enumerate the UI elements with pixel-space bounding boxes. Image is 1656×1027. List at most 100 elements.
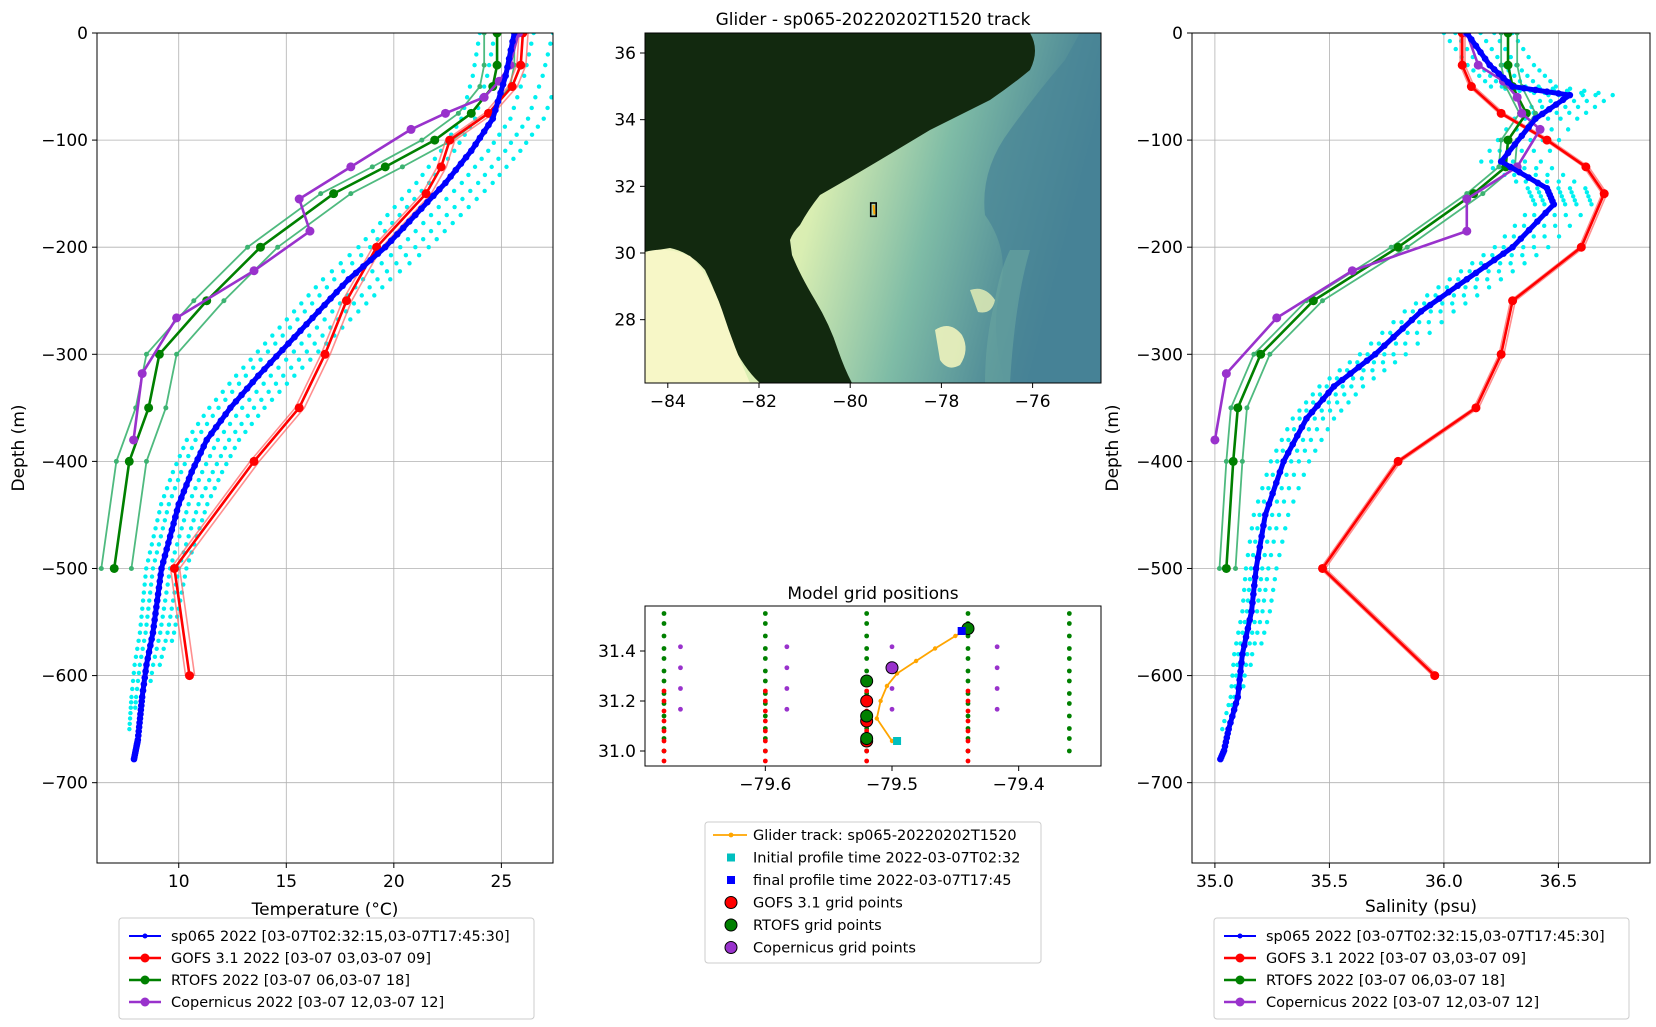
glider-profile-point xyxy=(1376,341,1382,346)
glider-track-point xyxy=(874,716,879,721)
glider-profile-point xyxy=(1301,472,1307,477)
glider-mean-point xyxy=(273,353,280,360)
glider-mean-point xyxy=(166,533,174,540)
glider-profile-point xyxy=(212,485,217,491)
glider-profile-point xyxy=(1261,598,1267,603)
glider-profile-point xyxy=(1559,194,1564,199)
glider-mean-point xyxy=(1520,84,1528,92)
glider-profile-point xyxy=(1475,293,1480,298)
glider-mean-point xyxy=(1289,440,1297,448)
glider-profile-point xyxy=(1274,448,1279,453)
glider-mean-point xyxy=(152,610,159,617)
grid-legend-label: GOFS 3.1 grid points xyxy=(753,896,903,912)
glider-profile-point xyxy=(426,164,431,170)
glider-track-point xyxy=(932,646,938,651)
glider-profile-point xyxy=(145,614,150,619)
gofs-profile-point xyxy=(1542,135,1552,145)
glider-mean-point xyxy=(1390,333,1397,341)
glider-mean-point xyxy=(1500,250,1507,257)
gofs-grid-point xyxy=(661,758,667,764)
glider-mean-point xyxy=(212,423,220,431)
glider-profile-point xyxy=(1264,576,1270,582)
y-tick-label: −700 xyxy=(41,774,88,794)
glider-mean-point xyxy=(424,198,431,206)
glider-profile-point xyxy=(276,365,281,370)
glider-profile-point xyxy=(442,228,447,234)
rtofs-grid-point xyxy=(661,656,667,661)
glider-profile-point xyxy=(457,140,462,145)
glider-profile-point xyxy=(152,558,158,563)
glider-profile-point xyxy=(141,590,147,595)
glider-profile-point xyxy=(157,510,162,515)
glider-mean-point xyxy=(1236,676,1243,684)
glider-profile-point xyxy=(426,244,431,250)
gofs-profile-point xyxy=(1471,403,1481,413)
glider-profile-point xyxy=(1252,641,1257,646)
florida-current-channel xyxy=(985,250,1030,383)
glider-profile-point xyxy=(1542,223,1547,228)
glider-profile-point xyxy=(1264,619,1270,625)
glider-profile-point xyxy=(553,84,557,88)
gofs-grid-point xyxy=(965,688,971,694)
grid-x-tick-label: −79.4 xyxy=(993,775,1045,795)
glider-profile-point xyxy=(1522,212,1528,218)
glider-profile-point xyxy=(322,317,327,322)
rtofs-grid-point xyxy=(864,621,870,626)
glider-mean-point xyxy=(1248,608,1255,615)
glider-profile-point xyxy=(1241,684,1246,689)
glider-profile-point xyxy=(151,534,156,539)
glider-mean-point xyxy=(243,385,251,392)
gofs-grid-point xyxy=(661,688,667,694)
glider-profile-point xyxy=(1521,46,1526,52)
glider-profile-point xyxy=(287,325,293,330)
glider-mean-point xyxy=(165,539,172,547)
glider-profile-point xyxy=(1245,651,1250,657)
glider-mean-point xyxy=(1481,55,1489,63)
glider-profile-point xyxy=(1303,400,1309,405)
gofs-grid-point xyxy=(661,718,667,724)
glider-profile-point xyxy=(348,317,353,322)
glider-profile-point xyxy=(1327,408,1333,413)
y-tick-label: −500 xyxy=(1136,559,1183,579)
glider-profile-point xyxy=(202,510,207,515)
glider-profile-point xyxy=(128,700,134,705)
rtofs-profile-line xyxy=(112,33,499,569)
glider-profile-point xyxy=(1361,368,1366,373)
glider-profile-point xyxy=(320,277,326,282)
glider-profile-point xyxy=(208,493,214,499)
map-y-tick-label: 36 xyxy=(614,44,636,64)
glider-profile-point xyxy=(156,542,162,547)
glider-profile-point xyxy=(460,196,465,202)
glider-profile-point xyxy=(164,590,169,595)
copernicus-profile-point xyxy=(1462,194,1472,204)
glider-profile-point xyxy=(1548,78,1553,84)
glider-profile-point xyxy=(1512,223,1518,228)
glider-mean-point xyxy=(141,674,149,682)
temperature-gridlines xyxy=(97,32,553,863)
rtofs-grid-point xyxy=(965,713,971,719)
copernicus-legend-marker xyxy=(140,997,150,1007)
rtofs-member-point xyxy=(1480,191,1486,197)
glider-profile-point xyxy=(358,253,364,258)
glider-profile-point xyxy=(420,236,426,242)
glider-profile-point xyxy=(1481,253,1486,258)
glider-mean-point xyxy=(485,121,492,129)
glider-profile-point xyxy=(186,558,192,563)
rtofs-member-point xyxy=(1244,405,1250,411)
temperature-ylabel: Depth (m) xyxy=(9,404,29,491)
y-tick-label: 0 xyxy=(1172,24,1183,44)
glider-profile-point xyxy=(1572,198,1578,203)
glider-profile-point xyxy=(186,453,191,459)
glider-profile-point xyxy=(529,41,534,46)
salinity-series xyxy=(1210,33,1615,763)
glider-mean-point xyxy=(143,661,150,669)
glider-profile-point xyxy=(145,558,151,563)
glider-profile-point xyxy=(1470,261,1475,266)
glider-profile-point xyxy=(468,188,473,194)
glider-profile-point xyxy=(1403,352,1408,357)
glider-profile-point xyxy=(1521,223,1527,228)
glider-mean-point xyxy=(161,552,169,559)
glider-profile-point xyxy=(243,373,249,378)
copernicus-profile-point xyxy=(1517,108,1527,118)
glider-profile-point xyxy=(1438,309,1443,314)
